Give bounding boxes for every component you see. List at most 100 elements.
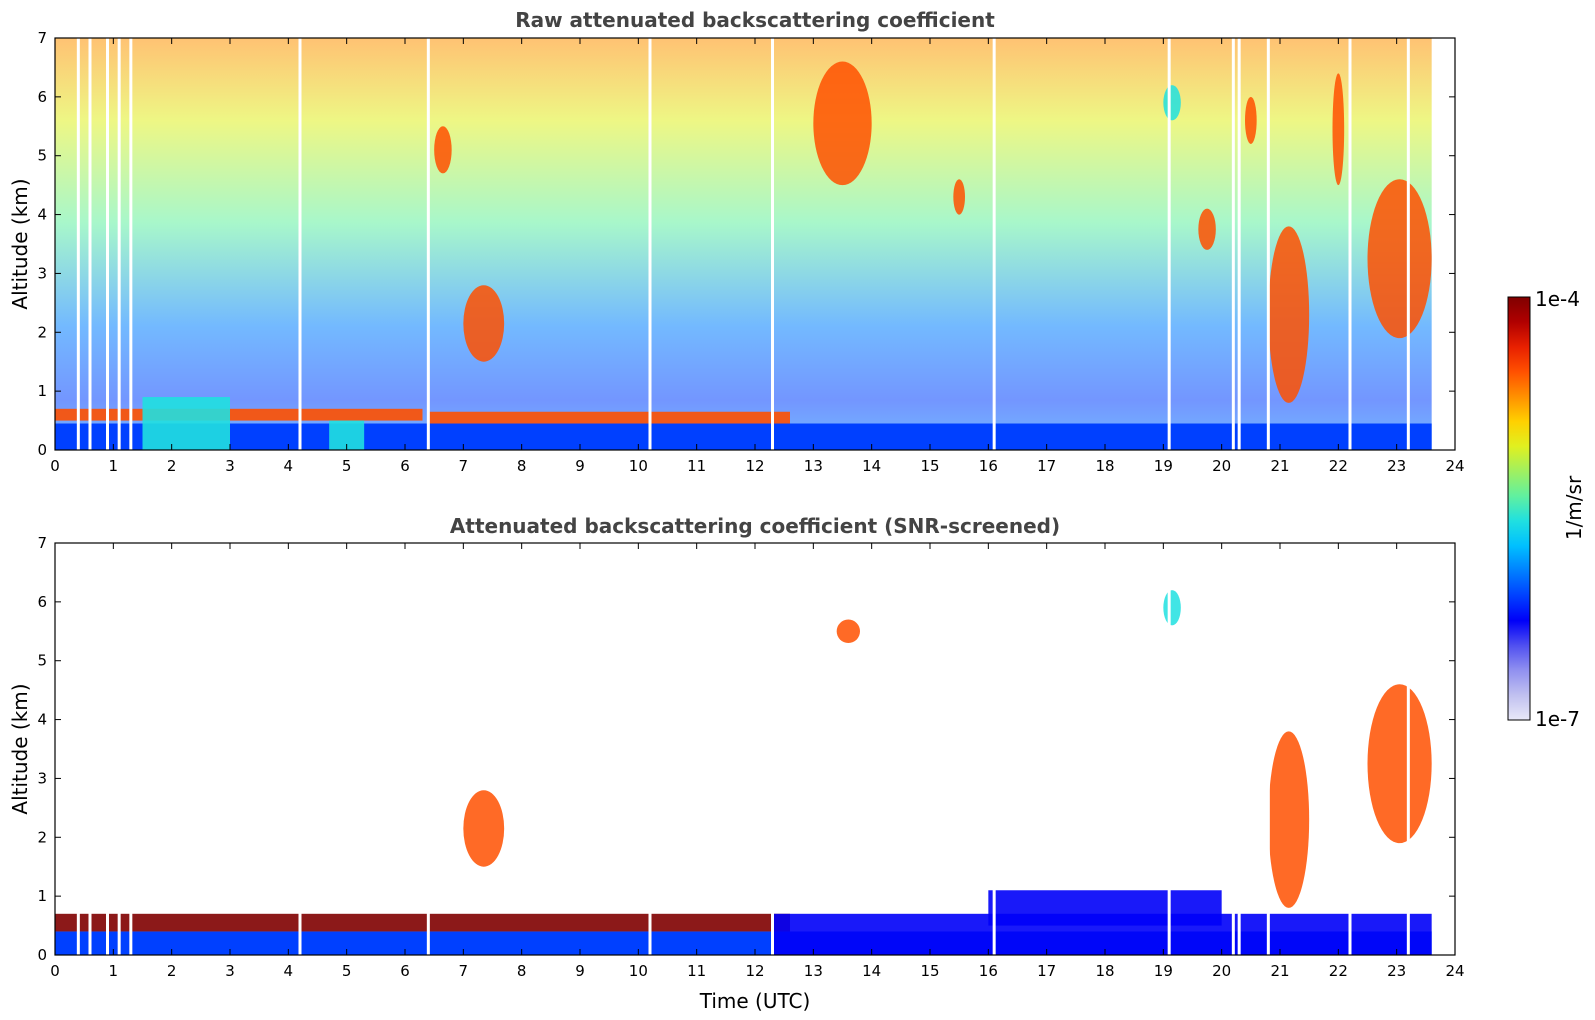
raw-backscatter-panel: Raw attenuated backscattering coefficien… — [8, 8, 1465, 475]
snr-x-tick-label-22: 22 — [1329, 962, 1348, 980]
snr-x-tick-label-4: 4 — [284, 962, 294, 980]
snr-x-tick-label-12: 12 — [745, 962, 764, 980]
snr-x-tick-label-2: 2 — [167, 962, 177, 980]
raw-near-surface-signal — [55, 423, 1432, 450]
raw-data-gap-14 — [1348, 38, 1352, 450]
raw-x-tick-label-17: 17 — [1037, 457, 1056, 475]
colorbar: 1e-4 1e-7 1/m/sr — [1507, 287, 1586, 731]
raw-x-tick-label-5: 5 — [342, 457, 352, 475]
raw-y-tick-label-1: 1 — [37, 382, 47, 400]
raw-feature-cloud-12 — [1332, 73, 1345, 186]
raw-x-tick-label-2: 2 — [167, 457, 177, 475]
raw-data-gap-3 — [117, 38, 121, 450]
raw-x-tick-label-14: 14 — [862, 457, 881, 475]
raw-x-tick-label-8: 8 — [517, 457, 527, 475]
colorbar-max-label: 1e-4 — [1535, 287, 1580, 311]
raw-feature-boundary-layer-top-0 — [55, 408, 423, 421]
snr-x-tick-label-20: 20 — [1212, 962, 1231, 980]
snr-feature-cloud-7 — [1367, 684, 1432, 844]
raw-data-gap-6 — [426, 38, 430, 450]
snr-y-tick-label-2: 2 — [37, 828, 47, 846]
snr-x-tick-label-6: 6 — [400, 962, 410, 980]
snr-x-tick-label-17: 17 — [1037, 962, 1056, 980]
raw-feature-cloud-13 — [1367, 179, 1432, 339]
colorbar-gradient — [1507, 296, 1531, 721]
raw-axis-ticks: 0 1 2 3 4 5 6 7 8 9 10 11 12 13 14 15 16 17 18 19 20 21 22 23 24… — [37, 29, 1464, 475]
snr-axis-ticks: 0 1 2 3 4 5 6 7 8 9 10 11 12 13 14 15 16 17 18 19 20 21 22 23 24… — [37, 534, 1464, 980]
colorbar-min-label: 1e-7 — [1535, 707, 1580, 731]
snr-y-tick-label-7: 7 — [37, 534, 47, 552]
raw-feature-cloud-10 — [1245, 96, 1257, 144]
raw-feature-aerosol-2 — [142, 397, 230, 450]
snr-x-tick-label-7: 7 — [459, 962, 469, 980]
snr-y-axis-label: Altitude (km) — [8, 683, 32, 814]
snr-data-gap-15 — [1406, 543, 1410, 955]
snr-y-tick-label-3: 3 — [37, 769, 47, 787]
snr-x-tick-label-9: 9 — [575, 962, 585, 980]
snr-data-gap-4 — [129, 543, 133, 955]
snr-y-tick-label-6: 6 — [37, 593, 47, 611]
raw-data-gap-0 — [76, 38, 80, 450]
raw-feature-cloud-11 — [1268, 226, 1310, 403]
raw-data-gap-2 — [106, 38, 109, 450]
raw-x-tick-label-24: 24 — [1445, 457, 1464, 475]
raw-x-tick-label-13: 13 — [804, 457, 823, 475]
x-axis-label: Time (UTC) — [699, 989, 811, 1013]
raw-x-tick-label-22: 22 — [1329, 457, 1348, 475]
raw-x-tick-label-20: 20 — [1212, 457, 1231, 475]
snr-data-gap-5 — [298, 543, 302, 955]
snr-data-gap-12 — [1237, 543, 1241, 955]
snr-y-tick-label-4: 4 — [37, 711, 47, 729]
snr-x-tick-label-11: 11 — [687, 962, 706, 980]
raw-x-tick-label-19: 19 — [1154, 457, 1173, 475]
raw-x-tick-label-4: 4 — [284, 457, 294, 475]
snr-x-tick-label-14: 14 — [862, 962, 881, 980]
raw-feature-cloud-8 — [1163, 85, 1181, 121]
snr-data-gap-7 — [648, 543, 652, 955]
raw-x-tick-label-3: 3 — [225, 457, 235, 475]
raw-feature-cloud-5 — [434, 126, 452, 174]
snr-feature-cloud-5 — [1163, 590, 1181, 626]
snr-data-gap-10 — [1167, 543, 1171, 955]
snr-x-tick-label-19: 19 — [1154, 962, 1173, 980]
raw-x-tick-label-11: 11 — [687, 457, 706, 475]
snr-data-gap-0 — [76, 543, 80, 955]
snr-data-gap-1 — [88, 543, 92, 955]
snr-y-tick-label-5: 5 — [37, 652, 47, 670]
raw-x-tick-label-15: 15 — [920, 457, 939, 475]
snr-x-tick-label-5: 5 — [342, 962, 352, 980]
snr-x-tick-label-15: 15 — [920, 962, 939, 980]
raw-x-tick-label-18: 18 — [1095, 457, 1114, 475]
raw-background-signal — [55, 38, 1432, 450]
raw-data-gap-12 — [1237, 38, 1241, 450]
snr-data-gap-6 — [426, 543, 430, 955]
raw-y-tick-label-3: 3 — [37, 264, 47, 282]
snr-feature-residual-layer-2 — [988, 890, 1222, 926]
snr-y-tick-label-1: 1 — [37, 887, 47, 905]
snr-x-tick-label-0: 0 — [50, 962, 60, 980]
snr-data-gap-14 — [1348, 543, 1352, 955]
colorbar-unit-label: 1/m/sr — [1562, 475, 1586, 540]
raw-data-gap-8 — [771, 38, 774, 450]
raw-y-tick-label-7: 7 — [37, 29, 47, 47]
snr-data-gap-8 — [771, 543, 774, 955]
snr-data-gap-2 — [106, 543, 109, 955]
raw-y-tick-label-6: 6 — [37, 88, 47, 106]
raw-data-gap-5 — [298, 38, 302, 450]
snr-x-tick-label-8: 8 — [517, 962, 527, 980]
raw-data-gap-11 — [1231, 38, 1235, 450]
raw-x-tick-label-23: 23 — [1387, 457, 1406, 475]
raw-x-tick-label-6: 6 — [400, 457, 410, 475]
snr-backscatter-panel: Attenuated backscattering coefficient (S… — [8, 514, 1465, 1013]
snr-x-tick-label-1: 1 — [109, 962, 119, 980]
raw-x-tick-label-12: 12 — [745, 457, 764, 475]
raw-x-tick-label-0: 0 — [50, 457, 60, 475]
snr-x-tick-label-16: 16 — [979, 962, 998, 980]
raw-feature-cloud-9 — [1198, 208, 1216, 250]
snr-data-gap-11 — [1231, 543, 1235, 955]
raw-y-tick-label-5: 5 — [37, 147, 47, 165]
snr-x-tick-label-24: 24 — [1445, 962, 1464, 980]
raw-data-gap-1 — [88, 38, 92, 450]
raw-x-tick-label-16: 16 — [979, 457, 998, 475]
